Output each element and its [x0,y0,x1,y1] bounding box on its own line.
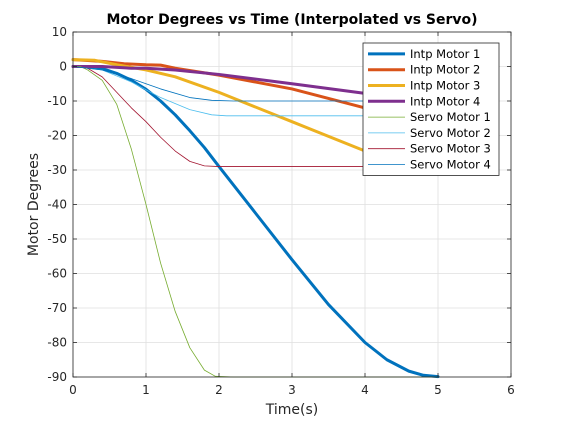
y-tick-label: 10 [52,25,67,39]
y-tick-label: -10 [47,94,67,108]
y-tick-label: -20 [47,129,67,143]
legend: Intp Motor 1 Intp Motor 2 Intp Motor 3Intp… [362,42,500,176]
y-tick-label: 0 [59,60,67,74]
legend-entry-label: Servo Motor 1 [410,110,491,124]
y-tick-label: -80 [47,336,67,350]
y-tick-label: -90 [47,370,67,384]
y-axis-ticks: 10 0 -10 -20 -30 -40 -50 -60 -70 -80 -90 [47,25,511,384]
legend-entry-label: Intp Motor 2 [410,63,480,77]
x-tick-label: 0 [69,383,77,397]
legend-entry-label: Intp Motor 1 [410,47,480,61]
chart-title: Motor Degrees vs Time (Interpolated vs S… [106,12,477,28]
y-tick-label: -40 [47,198,67,212]
series-line [72,66,388,167]
y-tick-label: -50 [47,232,67,246]
legend-entry-label: Intp Motor 4 [410,94,480,108]
x-axis-ticks: 0 1 2 3 4 5 6 [69,32,515,397]
x-tick-label: 1 [142,383,150,397]
x-tick-label: 2 [215,383,223,397]
y-tick-label: -70 [47,301,67,315]
series-line [72,66,439,378]
series-lines [71,58,440,379]
y-tick-label: -30 [47,163,67,177]
series-line [71,58,389,160]
series-line [71,65,389,98]
x-tick-label: 4 [361,383,369,397]
series-line [71,65,440,379]
y-axis-label: Motor Degrees [26,153,42,256]
legend-entry-label: Servo Motor 4 [410,158,491,172]
series-line [72,66,388,102]
legend-entry-label: Servo Motor 3 [410,142,491,156]
legend-box [362,42,500,176]
x-tick-label: 5 [434,383,442,397]
series-line [72,66,388,117]
legend-entry-label: Intp Motor 3 [410,79,480,93]
x-tick-label: 6 [507,383,515,397]
legend-entry-label: Servo Motor 2 [410,126,491,140]
x-axis-label: Time(s) [265,402,318,418]
x-tick-label: 3 [288,383,296,397]
y-tick-label: -60 [47,267,67,281]
